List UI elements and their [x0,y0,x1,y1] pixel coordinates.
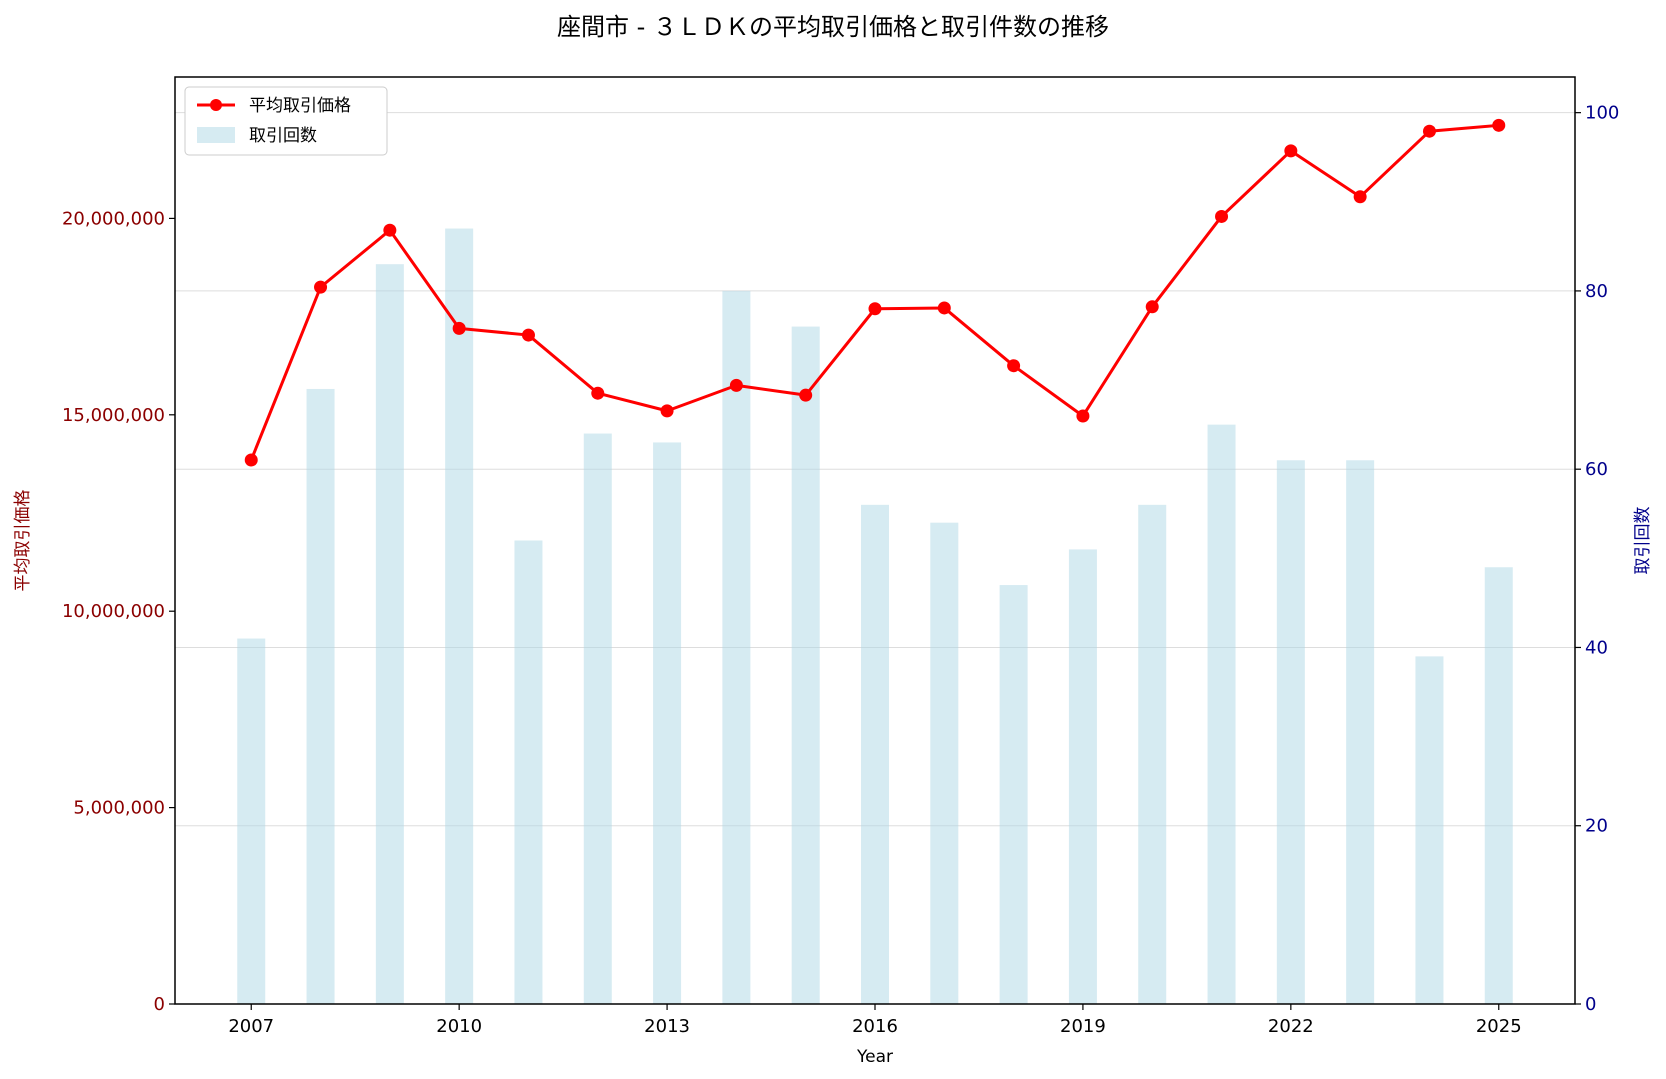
price-point-2025 [1492,118,1506,132]
price-point-2015 [799,388,813,402]
bar-2017 [930,522,959,1004]
price-point-2021 [1215,209,1229,223]
grid-layer [175,112,1575,827]
price-point-2022 [1284,144,1298,158]
price-point-2017 [937,301,951,315]
legend-bar-label: 取引回数 [249,126,317,146]
right-tick-label-4: 80 [1585,281,1608,302]
x-tick-label-2019: 2019 [1060,1016,1106,1037]
x-tick-label-2022: 2022 [1268,1016,1314,1037]
right-tick-label-0: 0 [1585,994,1596,1015]
bar-2008 [306,388,335,1004]
bar-2021 [1207,424,1236,1004]
bar-2019 [1068,549,1097,1004]
left-tick-label-1: 5,000,000 [73,798,165,819]
y-axis-label-left: 平均取引価格 [13,490,33,592]
bar-2011 [514,540,543,1004]
right-tick-label-5: 100 [1585,103,1619,124]
price-line [249,123,1499,461]
bar-2015 [791,326,820,1005]
axes-layer: 0 5,000,000 10,000,000 15,000,000 20,000,000… [62,76,1619,1037]
bar-2024 [1415,656,1444,1004]
legend-line-marker [210,99,222,111]
x-tick-label-2016: 2016 [852,1016,898,1037]
left-tick-label-4: 20,000,000 [62,208,165,229]
x-tick-label-2010: 2010 [436,1016,482,1037]
x-axis-label: Year [856,1047,893,1067]
price-point-2020 [1145,300,1159,314]
bars-layer [237,228,1513,1005]
right-tick-label-3: 60 [1585,459,1608,480]
price-point-2011 [521,328,535,342]
y-axis-label-right: 取引回数 [1633,507,1653,575]
bar-2007 [237,638,266,1004]
bar-2022 [1276,460,1305,1005]
price-point-2008 [314,280,328,294]
bar-2018 [999,585,1028,1004]
line-layer [244,118,1506,467]
right-tick-label-2: 40 [1585,637,1608,658]
price-point-2014 [729,378,743,392]
price-point-2013 [660,404,674,418]
price-point-2010 [452,321,466,335]
bar-2014 [722,290,751,1004]
bar-2023 [1346,460,1375,1005]
price-point-2016 [868,302,882,316]
bar-2009 [375,264,404,1004]
price-point-2019 [1076,409,1090,423]
x-tick-label-2025: 2025 [1476,1016,1522,1037]
bar-2016 [861,504,889,1004]
bar-2025 [1484,567,1513,1004]
legend-line-label: 平均取引価格 [249,96,351,116]
x-tick-label-2013: 2013 [644,1016,690,1037]
price-point-2009 [383,223,397,237]
legend-box [184,86,388,156]
left-tick-label-2: 10,000,000 [62,601,165,622]
bar-2010 [445,228,474,1005]
x-tick-label-2007: 2007 [228,1016,274,1037]
bar-2020 [1138,504,1167,1004]
left-tick-label-0: 0 [154,994,165,1015]
price-point-2012 [591,386,605,400]
price-point-2024 [1422,124,1436,138]
left-tick-label-3: 15,000,000 [62,405,165,426]
right-tick-label-1: 20 [1585,816,1608,837]
price-point-2018 [1007,359,1021,373]
bar-2013 [653,442,682,1005]
legend-bar-swatch [197,127,235,143]
bar-2012 [583,433,612,1004]
legend: 平均取引価格 取引回数 [184,86,388,156]
price-point-2023 [1353,190,1367,204]
price-point-2007 [244,453,258,467]
chart-title: 座間市 - ３ＬＤＫの平均取引価格と取引件数の推移 [557,13,1109,41]
